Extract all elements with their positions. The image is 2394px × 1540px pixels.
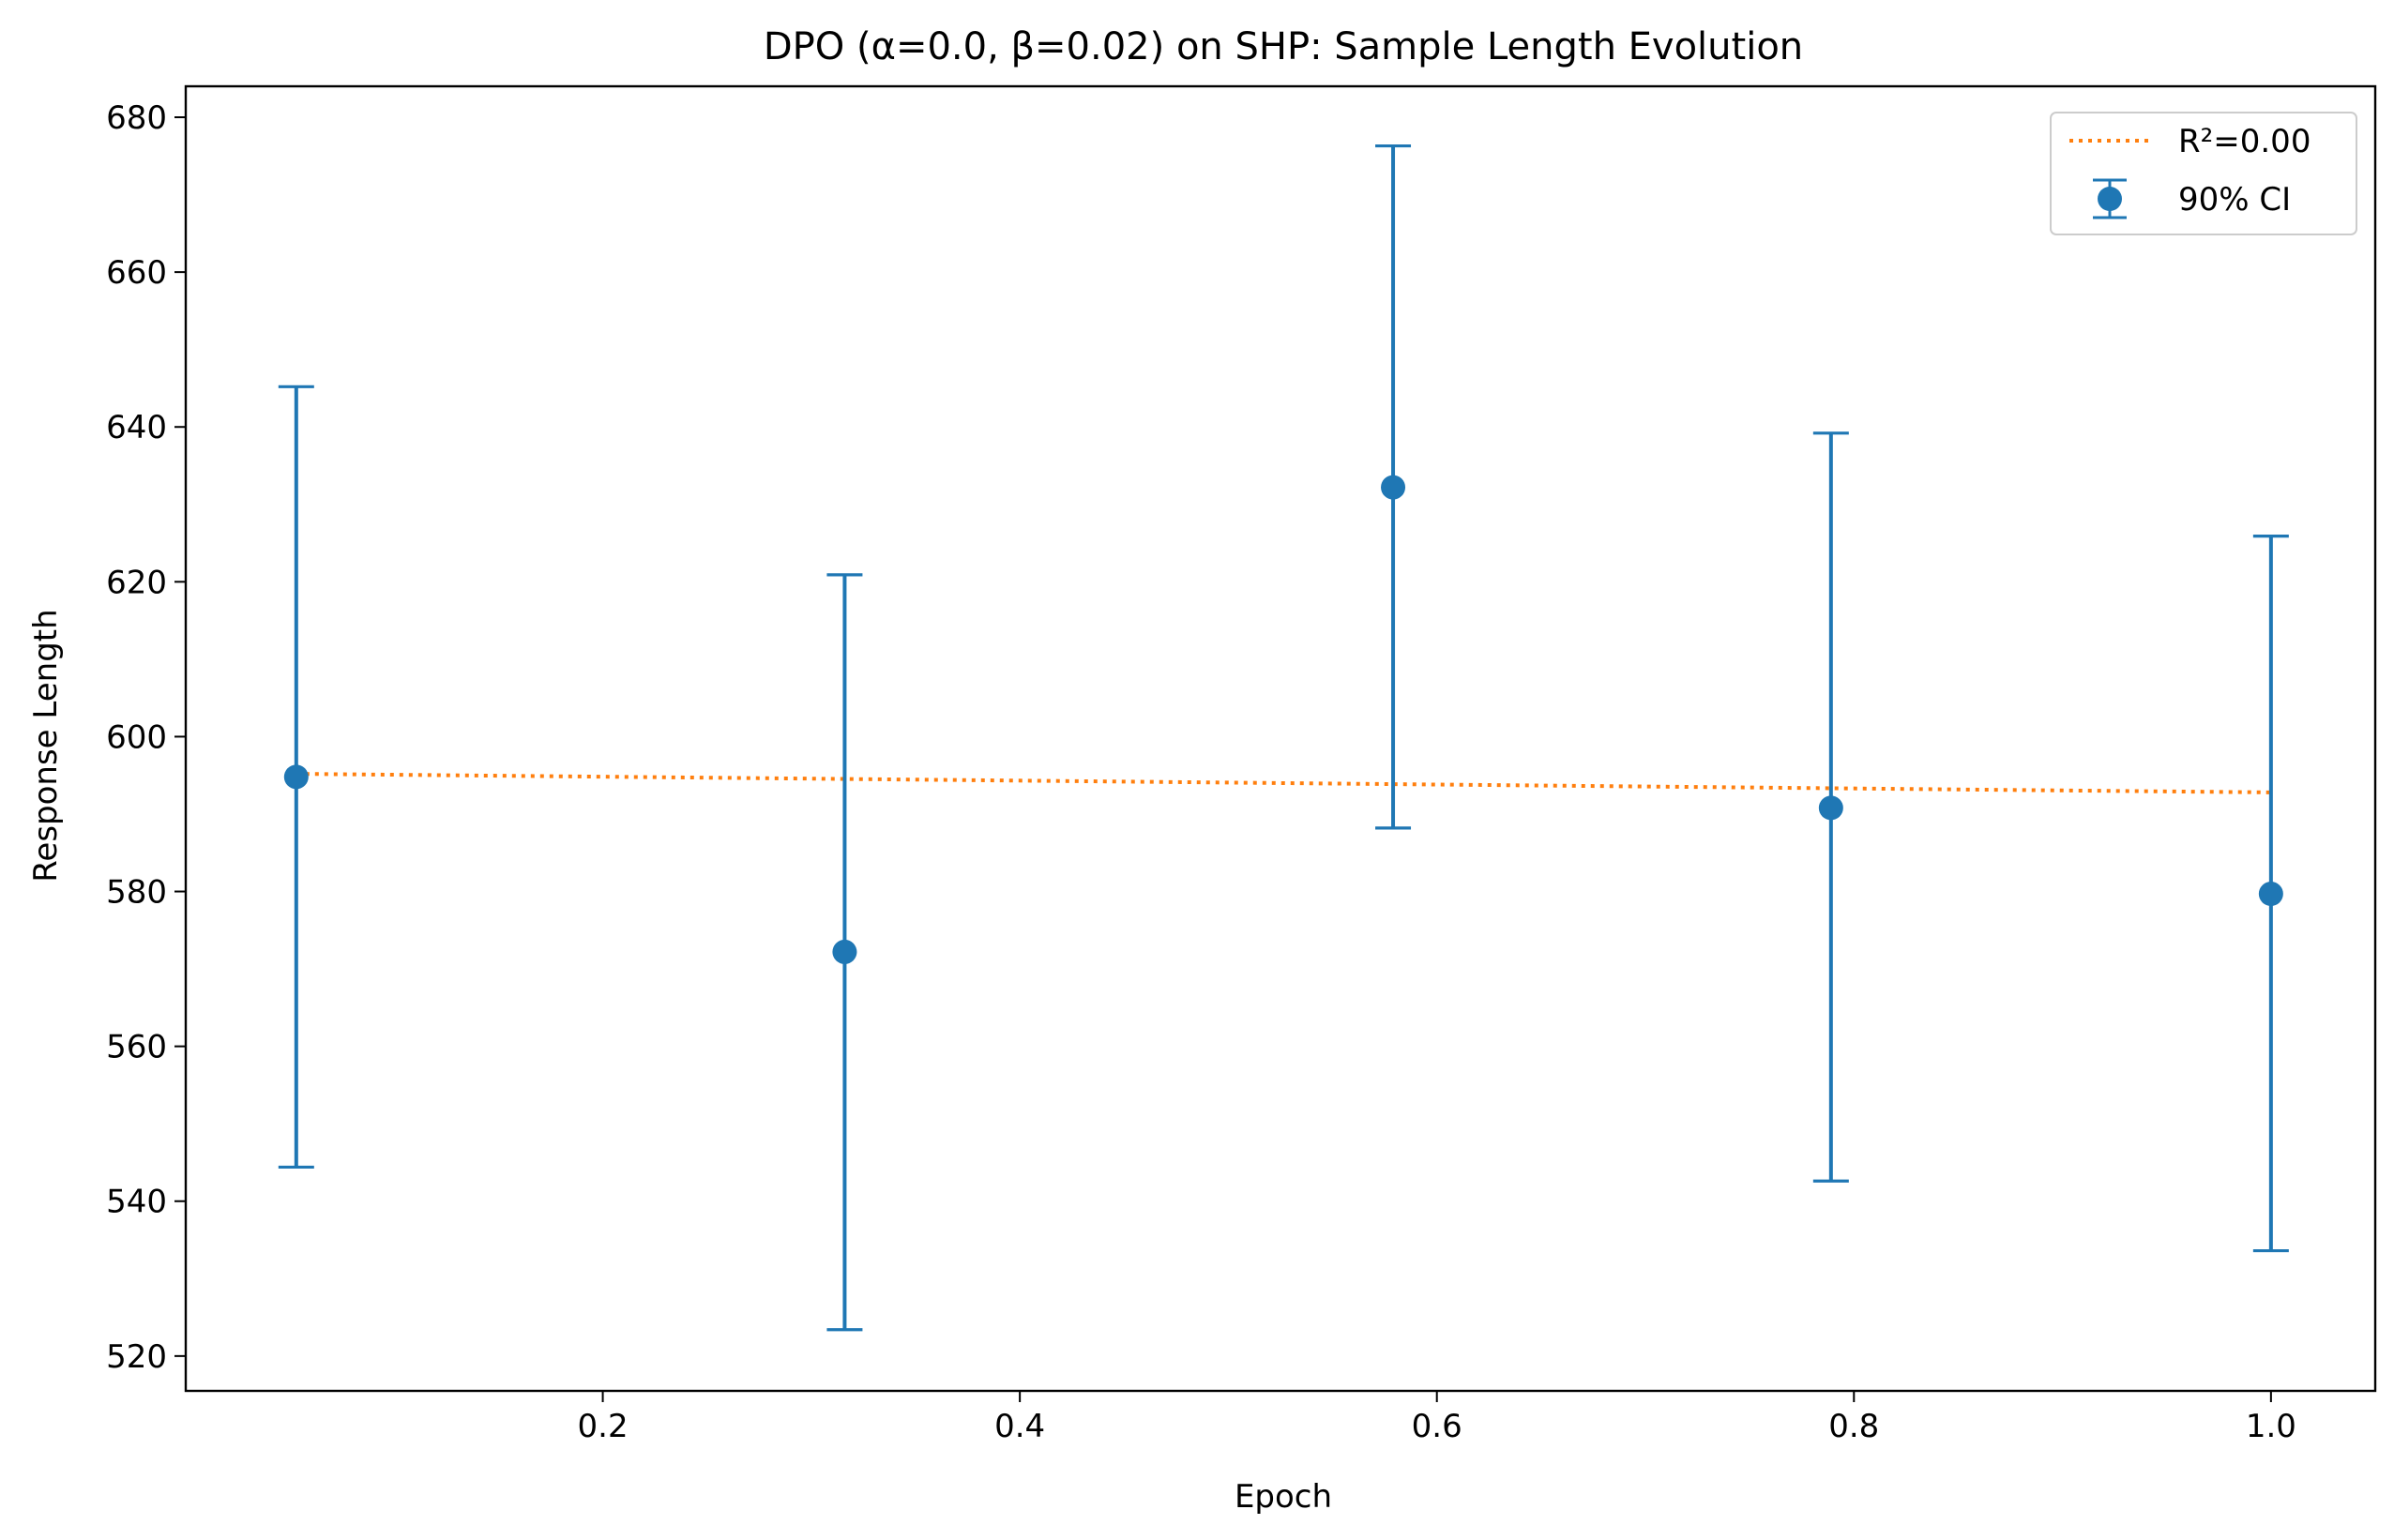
data-point: [1818, 795, 1843, 821]
data-point: [1381, 475, 1406, 500]
legend: R²=0.00 90% CI: [2050, 112, 2357, 235]
x-tick-label: 0.2: [578, 1408, 629, 1445]
legend-errorbar-marker: [2098, 187, 2122, 211]
x-tick-label: 0.6: [1412, 1408, 1462, 1445]
data-point: [832, 939, 857, 964]
y-tick-label: 520: [106, 1338, 167, 1376]
x-tick-label: 0.4: [994, 1408, 1045, 1445]
plot-area: 0.2 0.4 0.6 0.8 1.0 520 540 560 580 600 620 640 660 6…: [106, 84, 2377, 1445]
y-tick-label: 600: [106, 718, 167, 756]
chart-title: DPO (α=0.0, β=0.02) on SHP: Sample Lengt…: [764, 25, 1803, 68]
axes-frame: [184, 84, 2377, 1393]
x-tick-label: 0.8: [1828, 1408, 1879, 1445]
data-point: [2258, 882, 2283, 907]
y-tick-label: 620: [106, 564, 167, 601]
y-axis-label: Response Length: [27, 609, 65, 882]
legend-trend-label: R²=0.00: [2178, 123, 2311, 160]
legend-box: [2050, 112, 2357, 235]
y-tick-label: 580: [106, 874, 167, 912]
trend-line: [295, 772, 2271, 794]
y-tick-label: 640: [106, 409, 167, 446]
x-axis-label: Epoch: [1235, 1478, 1332, 1516]
y-tick-label: 680: [106, 99, 167, 137]
y-tick-label: 660: [106, 254, 167, 292]
data-point: [283, 764, 309, 790]
x-tick-label: 1.0: [2246, 1408, 2296, 1445]
y-tick-label: 560: [106, 1029, 167, 1066]
legend-errorbar-label: 90% CI: [2178, 181, 2291, 219]
y-tick-label: 540: [106, 1184, 167, 1221]
